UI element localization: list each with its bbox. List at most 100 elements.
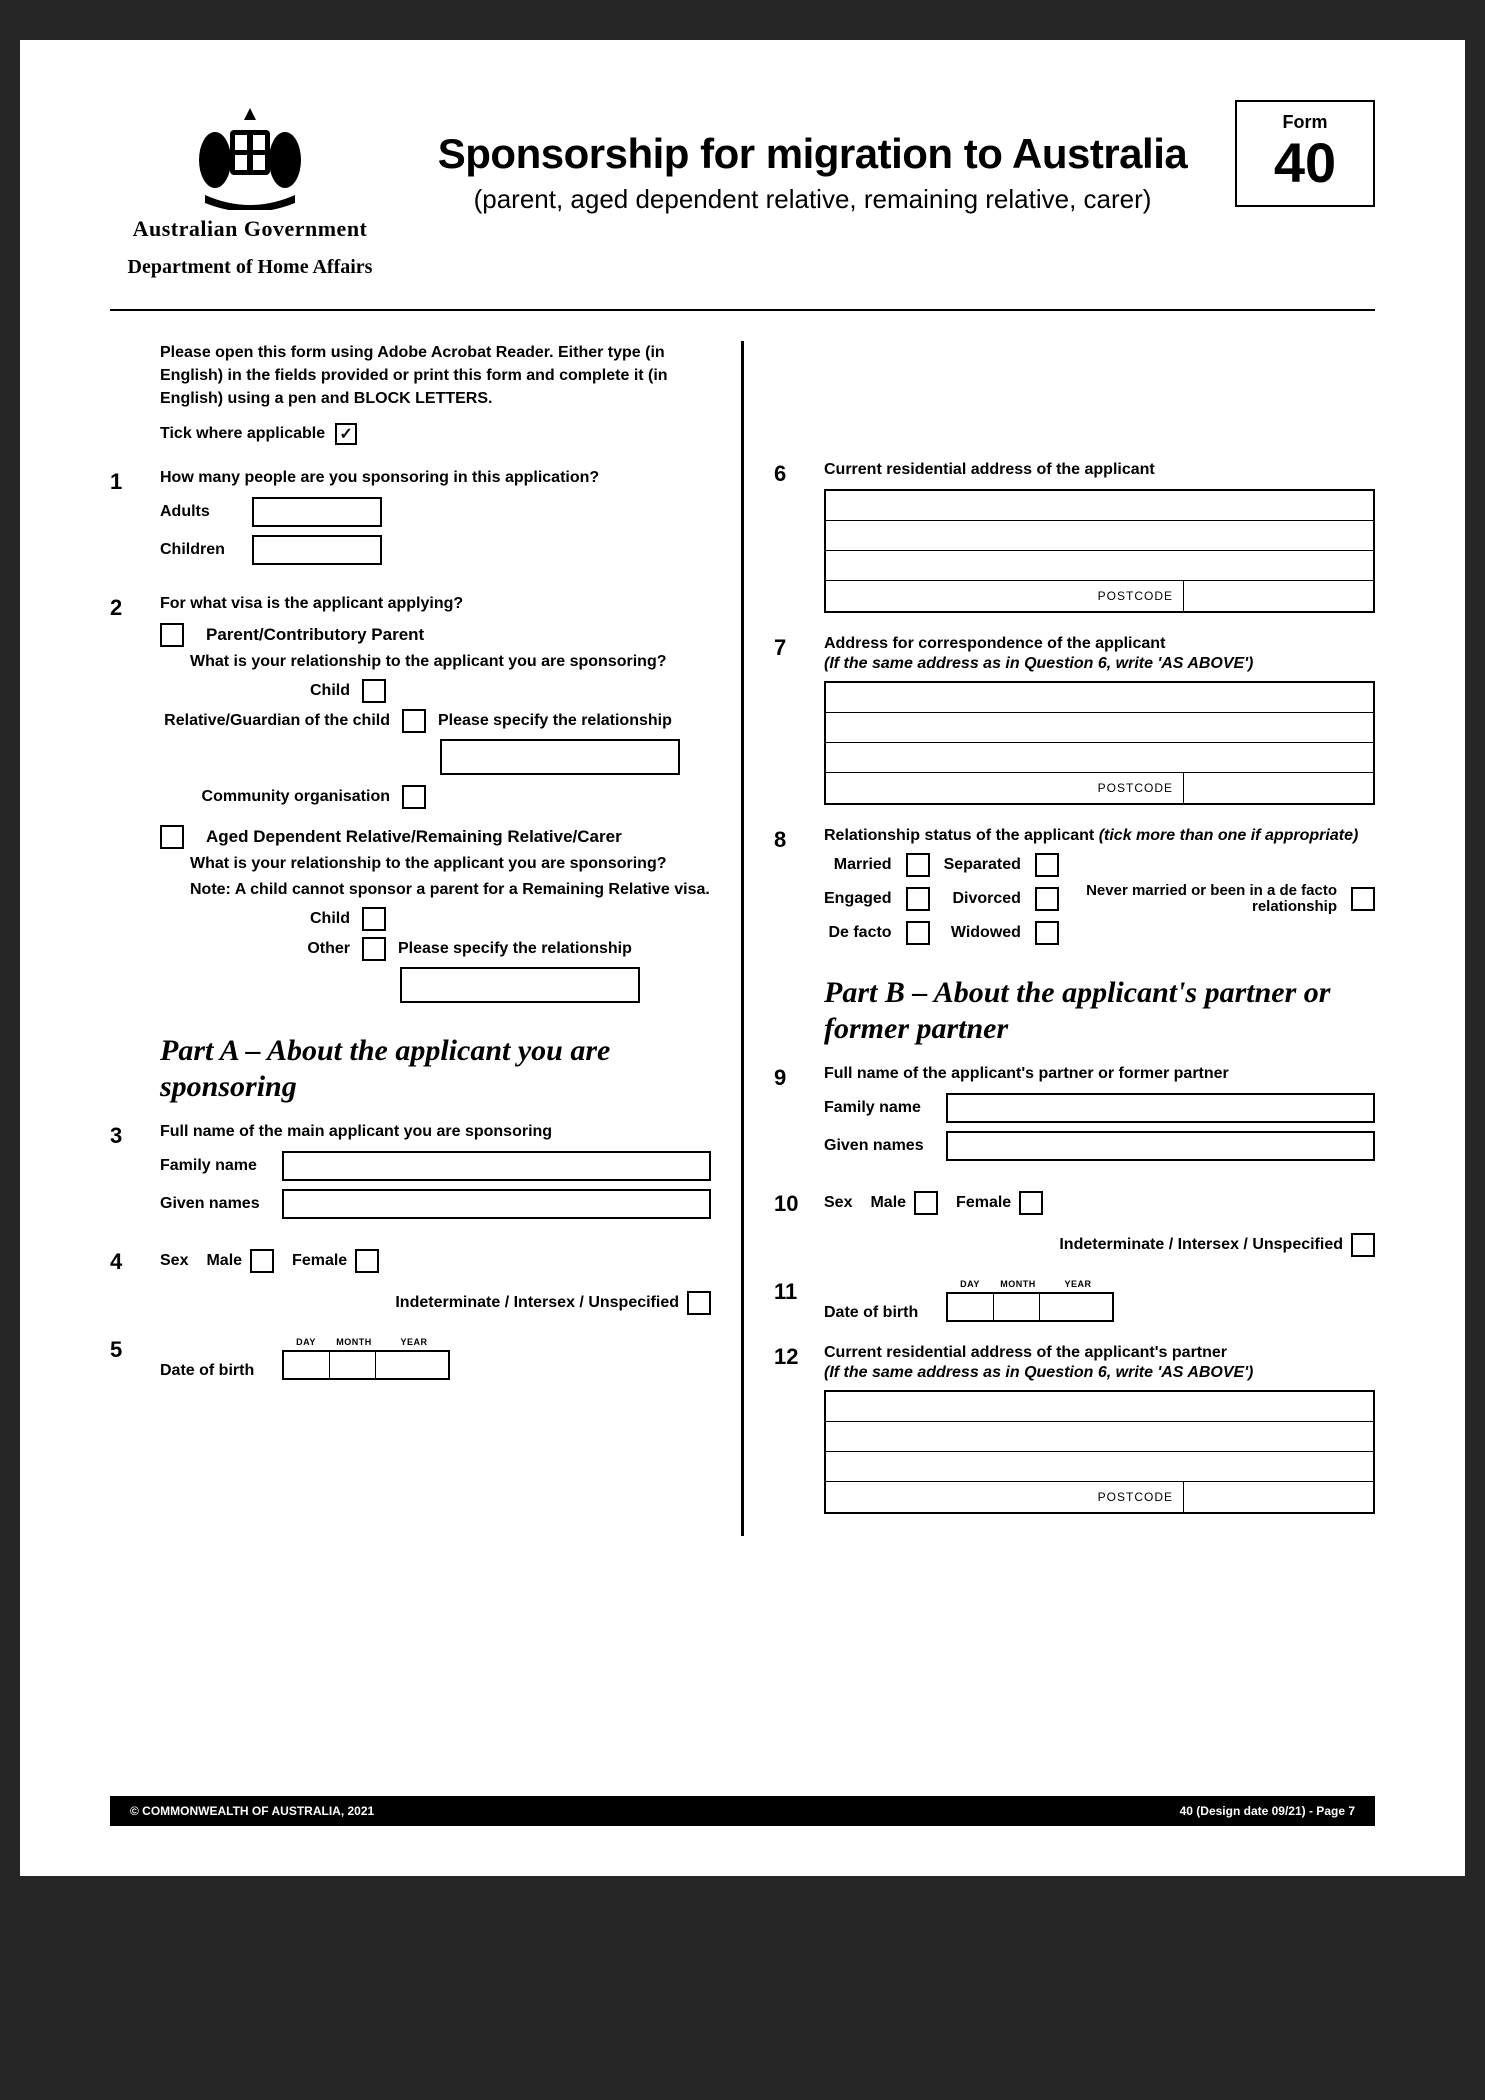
q3-given-input[interactable]	[282, 1189, 711, 1219]
q10-male-checkbox[interactable]	[914, 1191, 938, 1215]
question-6: 6 Current residential address of the app…	[774, 461, 1375, 613]
form-label: Form	[1237, 112, 1373, 133]
q7-address-input[interactable]: POSTCODE	[824, 681, 1375, 805]
q12-text: Current residential address of the appli…	[824, 1344, 1375, 1362]
q5-number: 5	[110, 1337, 160, 1363]
q4-label: Sex	[160, 1252, 188, 1270]
q6-postcode-input[interactable]	[1183, 581, 1373, 611]
q12-number: 12	[774, 1344, 824, 1370]
q2-note: Note: A child cannot sponsor a parent fo…	[190, 881, 711, 899]
q8-defacto-cb[interactable]	[906, 921, 930, 945]
q4-female-label: Female	[292, 1252, 347, 1270]
q2-community-checkbox[interactable]	[402, 785, 426, 809]
q11-number: 11	[774, 1279, 824, 1305]
q8-text: Relationship status of the applicant	[824, 827, 1094, 844]
q2-sub-b: What is your relationship to the applica…	[190, 855, 711, 873]
q9-given-label: Given names	[824, 1137, 934, 1155]
q12-address-input[interactable]: POSTCODE	[824, 1390, 1375, 1514]
question-2: 2 For what visa is the applicant applyin…	[110, 595, 711, 1003]
q8-never-cb[interactable]	[1351, 887, 1375, 911]
q4-male-checkbox[interactable]	[250, 1249, 274, 1273]
column-divider	[741, 341, 744, 1536]
q8-number: 8	[774, 827, 824, 853]
q10-indet-checkbox[interactable]	[1351, 1233, 1375, 1257]
q8-engaged-l: Engaged	[824, 890, 892, 908]
q2-specify-b: Please specify the relationship	[398, 940, 632, 958]
q2-community-label: Community organisation	[160, 788, 390, 806]
q7-postcode-label: POSTCODE	[826, 773, 1183, 803]
q5-day-h: DAY	[282, 1337, 330, 1347]
q12-hint: (If the same address as in Question 6, w…	[824, 1364, 1375, 1382]
q12-postcode-input[interactable]	[1183, 1482, 1373, 1512]
q2-specify-a: Please specify the relationship	[438, 712, 672, 730]
q7-text: Address for correspondence of the applic…	[824, 635, 1375, 653]
q1-children-input[interactable]	[252, 535, 382, 565]
q8-never-l: Never married or been in a de facto rela…	[1073, 883, 1337, 916]
gov-name: Australian Government	[110, 216, 390, 242]
question-5: 5 Date of birth DAY MONTH YEAR	[110, 1337, 711, 1380]
tick-instruction: Tick where applicable ✓	[160, 423, 711, 445]
q8-separated-cb[interactable]	[1035, 853, 1059, 877]
q2-guardian-checkbox[interactable]	[402, 709, 426, 733]
dept-name: Department of Home Affairs	[110, 256, 390, 279]
q2-child-checkbox[interactable]	[362, 679, 386, 703]
page-footer: © COMMONWEALTH OF AUSTRALIA, 2021 40 (De…	[110, 1796, 1375, 1826]
q6-address-input[interactable]: POSTCODE	[824, 489, 1375, 613]
q3-given-label: Given names	[160, 1195, 270, 1213]
title-block: Sponsorship for migration to Australia (…	[390, 100, 1235, 215]
q8-married-l: Married	[824, 856, 892, 874]
footer-left: © COMMONWEALTH OF AUSTRALIA, 2021	[130, 1804, 374, 1818]
q2-guardian-rel-input[interactable]	[440, 739, 680, 775]
q2-other-rel-input[interactable]	[400, 967, 640, 1003]
q11-year-h: YEAR	[1042, 1279, 1114, 1289]
q10-female-checkbox[interactable]	[1019, 1191, 1043, 1215]
q1-text: How many people are you sponsoring in th…	[160, 469, 711, 487]
q5-year-h: YEAR	[378, 1337, 450, 1347]
q2-child2-label: Child	[290, 910, 350, 928]
q4-female-checkbox[interactable]	[355, 1249, 379, 1273]
q12-postcode-label: POSTCODE	[826, 1482, 1183, 1512]
q1-adults-input[interactable]	[252, 497, 382, 527]
q3-family-label: Family name	[160, 1157, 270, 1175]
q3-family-input[interactable]	[282, 1151, 711, 1181]
q4-indet-checkbox[interactable]	[687, 1291, 711, 1315]
q10-number: 10	[774, 1191, 824, 1217]
page: Australian Government Department of Home…	[20, 40, 1465, 1876]
form-number: 40	[1237, 135, 1373, 191]
tick-label: Tick where applicable	[160, 425, 325, 443]
q8-hint: (tick more than one if appropriate)	[1099, 827, 1359, 844]
q8-married-cb[interactable]	[906, 853, 930, 877]
q10-male-label: Male	[870, 1194, 906, 1212]
q2-child2-checkbox[interactable]	[362, 907, 386, 931]
tick-example-box: ✓	[335, 423, 357, 445]
q10-indet-label: Indeterminate / Intersex / Unspecified	[1059, 1236, 1343, 1254]
q8-widowed-cb[interactable]	[1035, 921, 1059, 945]
q9-family-input[interactable]	[946, 1093, 1375, 1123]
q9-given-input[interactable]	[946, 1131, 1375, 1161]
q7-postcode-input[interactable]	[1183, 773, 1373, 803]
q2-guardian-label: Relative/Guardian of the child	[160, 712, 390, 730]
q1-number: 1	[110, 469, 160, 495]
intro-text: Please open this form using Adobe Acroba…	[160, 341, 711, 411]
q3-text: Full name of the main applicant you are …	[160, 1123, 711, 1141]
q8-status-grid: Married Separated Never married or been …	[824, 853, 1375, 945]
q8-divorced-l: Divorced	[944, 890, 1021, 908]
q11-dob-input[interactable]	[946, 1292, 1114, 1322]
q2-parent-checkbox[interactable]	[160, 623, 184, 647]
q2-other-checkbox[interactable]	[362, 937, 386, 961]
question-11: 11 Date of birth DAY MONTH YEAR	[774, 1279, 1375, 1322]
q11-month-h: MONTH	[994, 1279, 1042, 1289]
part-a-heading: Part A – About the applicant you are spo…	[160, 1033, 711, 1105]
q2-other-label: Other	[290, 940, 350, 958]
q4-male-label: Male	[206, 1252, 242, 1270]
q2-sub-a: What is your relationship to the applica…	[190, 653, 711, 671]
q8-engaged-cb[interactable]	[906, 887, 930, 911]
question-3: 3 Full name of the main applicant you ar…	[110, 1123, 711, 1227]
q4-number: 4	[110, 1249, 160, 1275]
q2-note-label: Note:	[190, 881, 231, 898]
q8-divorced-cb[interactable]	[1035, 887, 1059, 911]
q5-label: Date of birth	[160, 1362, 270, 1380]
q5-dob-input[interactable]	[282, 1350, 450, 1380]
q2-aged-checkbox[interactable]	[160, 825, 184, 849]
q6-text: Current residential address of the appli…	[824, 461, 1375, 479]
